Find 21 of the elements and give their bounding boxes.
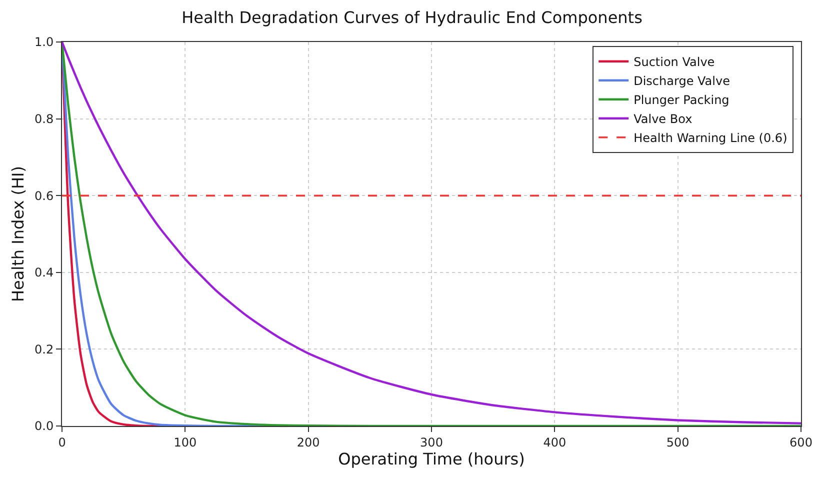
- legend-label: Suction Valve: [634, 55, 715, 70]
- y-tick-label: 0.0: [34, 419, 54, 434]
- legend-label: Valve Box: [634, 112, 692, 126]
- y-axis-title: Health Index (HI): [8, 166, 28, 302]
- y-tick-label: 0.2: [34, 342, 54, 356]
- legend-label: Discharge Valve: [634, 74, 730, 88]
- x-tick-label: 500: [666, 435, 690, 450]
- x-tick-label: 600: [790, 435, 812, 450]
- y-tick-label: 0.8: [34, 112, 54, 126]
- x-tick-label: 400: [543, 435, 566, 450]
- y-tick-label: 0.4: [34, 266, 54, 280]
- legend-label: Health Warning Line (0.6): [634, 131, 788, 146]
- y-tick-label: 0.6: [34, 188, 54, 203]
- legend-label: Plunger Packing: [634, 93, 730, 108]
- y-tick-label: 1.0: [34, 35, 54, 50]
- x-axis-title: Operating Time (hours): [338, 449, 525, 468]
- chart-title: Health Degradation Curves of Hydraulic End Components: [182, 8, 642, 28]
- x-tick-label: 300: [420, 435, 443, 450]
- x-tick-label: 0: [58, 435, 66, 450]
- x-tick-label: 100: [174, 435, 197, 450]
- x-tick-label: 200: [296, 435, 320, 450]
